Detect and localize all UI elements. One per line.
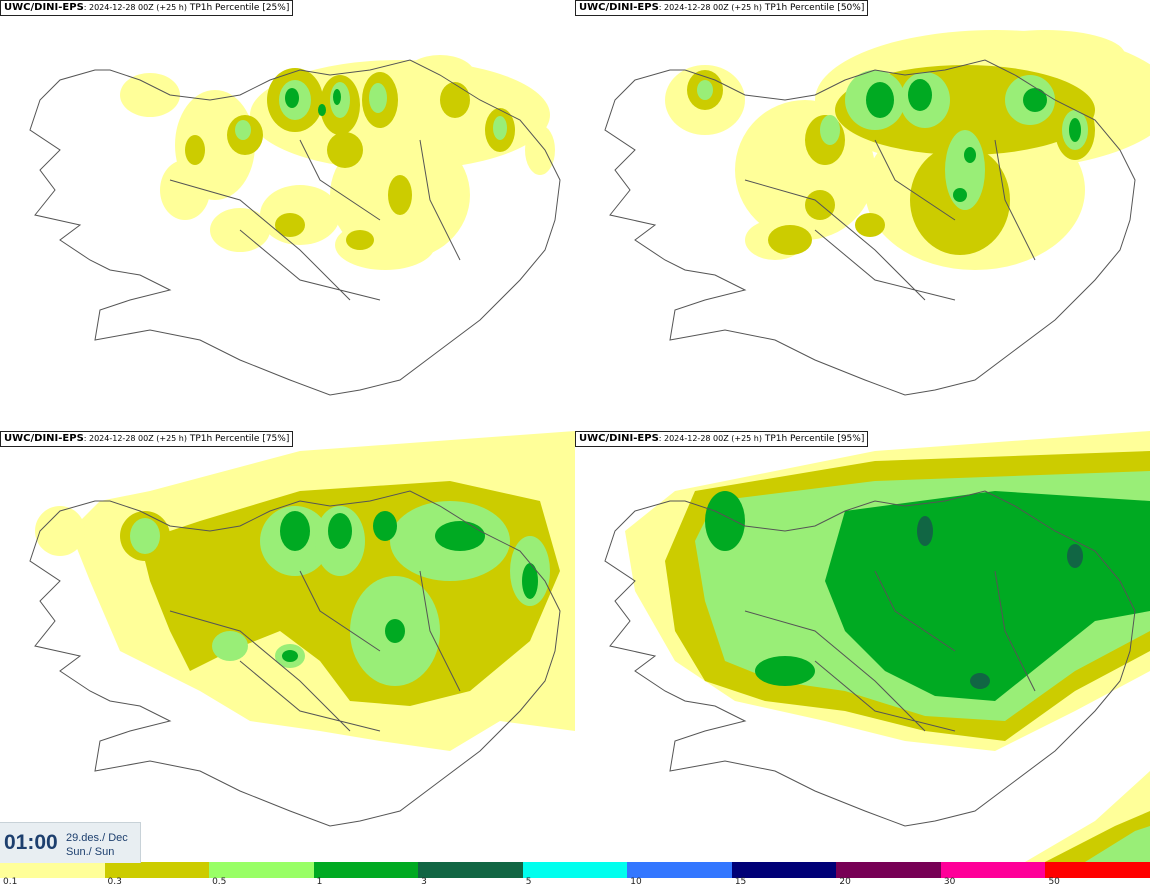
colorbar-tick-label: 1 xyxy=(316,877,323,887)
precip-green xyxy=(866,79,1081,202)
model-name: UWC/DINI-EPS xyxy=(579,433,659,444)
coastline xyxy=(604,59,1136,396)
precip-lightgreen xyxy=(697,70,1088,210)
panel-title: UWC/DINI-EPS: 2024-12-28 00Z (+25 h) TP1… xyxy=(575,0,869,16)
percentile-label: TP1h Percentile [95%] xyxy=(761,434,865,444)
coastline xyxy=(29,490,561,827)
colorbar-segment xyxy=(104,862,210,878)
colorbar-segment xyxy=(0,862,105,878)
precip-green xyxy=(705,491,1150,701)
map-panel-p50: UWC/DINI-EPS: 2024-12-28 00Z (+25 h) TP1… xyxy=(575,0,1150,431)
colorbar-tick-label: 30 xyxy=(943,877,956,887)
valid-day-line: Sun./ Sun xyxy=(66,846,115,858)
percentile-label: TP1h Percentile [50%] xyxy=(761,3,865,13)
colorbar-tick-label: 0.1 xyxy=(3,877,18,887)
model-name: UWC/DINI-EPS xyxy=(4,433,84,444)
precip-map xyxy=(29,55,561,396)
colorbar-tick-label: 10 xyxy=(630,877,642,887)
colorbar-labels: 0.1 0.3 0.5 1 3 5 10 15 20 30 50 xyxy=(0,877,1150,891)
colorbar-segment xyxy=(418,862,523,878)
precip-darkgreen xyxy=(917,516,1083,689)
precip-colorbar xyxy=(0,862,1150,878)
colorbar-tick-label: 0.3 xyxy=(107,877,122,887)
valid-date: 29.des./ Dec Sun./ Sun xyxy=(66,831,128,859)
valid-time: 01:00 xyxy=(4,831,58,854)
valid-time-box: 01:00 29.des./ Dec Sun./ Sun xyxy=(0,822,141,863)
panel-title: UWC/DINI-EPS: 2024-12-28 00Z (+25 h) TP1… xyxy=(0,0,294,16)
precip-map xyxy=(29,431,575,827)
model-name: UWC/DINI-EPS xyxy=(4,2,84,13)
run-info: : 2024-12-28 00Z (+25 h) xyxy=(658,3,762,12)
run-info: : 2024-12-28 00Z (+25 h) xyxy=(83,434,187,443)
panel-title: UWC/DINI-EPS: 2024-12-28 00Z (+25 h) TP1… xyxy=(575,431,869,447)
valid-date-line: 29.des./ Dec xyxy=(66,832,128,844)
precip-map xyxy=(604,431,1150,862)
colorbar-segment xyxy=(836,862,941,878)
percentile-label: TP1h Percentile [75%] xyxy=(186,434,290,444)
precip-map xyxy=(604,30,1150,396)
colorbar-tick-label: 5 xyxy=(525,877,532,887)
map-panel-p75: UWC/DINI-EPS: 2024-12-28 00Z (+25 h) TP1… xyxy=(0,431,575,862)
coastline xyxy=(29,59,561,396)
colorbar-segment xyxy=(522,862,628,878)
colorbar-tick-label: 0.5 xyxy=(212,877,227,887)
colorbar-segment xyxy=(940,862,1046,878)
colorbar-segment xyxy=(627,862,732,878)
model-name: UWC/DINI-EPS xyxy=(579,2,659,13)
panel-title: UWC/DINI-EPS: 2024-12-28 00Z (+25 h) TP1… xyxy=(0,431,294,447)
percentile-label: TP1h Percentile [25%] xyxy=(186,3,290,13)
colorbar-segment xyxy=(1045,862,1150,878)
precip-green xyxy=(285,88,341,116)
colorbar-segment xyxy=(731,862,837,878)
colorbar-tick-label: 15 xyxy=(734,877,747,887)
run-info: : 2024-12-28 00Z (+25 h) xyxy=(83,3,187,12)
coastline xyxy=(604,490,1136,827)
colorbar-segment xyxy=(313,862,419,878)
colorbar-tick-label: 50 xyxy=(1048,877,1060,887)
colorbar-tick-label: 20 xyxy=(839,877,851,887)
precip-green xyxy=(280,511,538,662)
colorbar-segment xyxy=(209,862,314,878)
run-info: : 2024-12-28 00Z (+25 h) xyxy=(658,434,762,443)
colorbar-tick-label: 3 xyxy=(421,877,427,887)
map-panel-p95: UWC/DINI-EPS: 2024-12-28 00Z (+25 h) TP1… xyxy=(575,431,1150,862)
map-panel-p25: UWC/DINI-EPS: 2024-12-28 00Z (+25 h) TP1… xyxy=(0,0,575,431)
